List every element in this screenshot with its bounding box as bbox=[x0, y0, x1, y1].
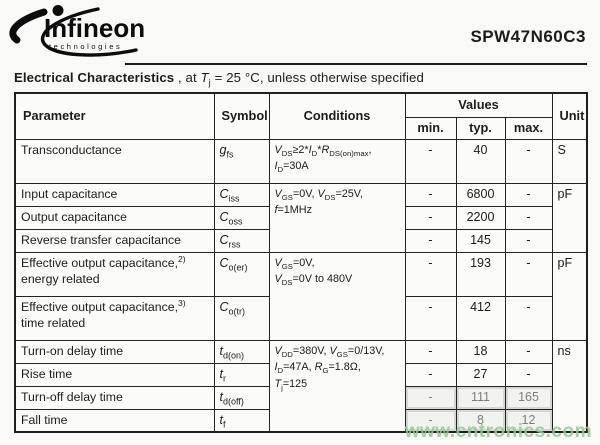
electrical-characteristics-table: Parameter Symbol Conditions Values Unit … bbox=[14, 92, 588, 433]
parameter-cell: Turn-on delay time bbox=[14, 339, 215, 364]
col-header-parameter: Parameter bbox=[14, 92, 215, 140]
typ-value-cell: 111 bbox=[455, 385, 506, 410]
typ-value-cell: 193 bbox=[455, 251, 506, 297]
symbol-cell: gfs bbox=[213, 138, 270, 184]
typ-value-cell: 6800 bbox=[455, 182, 506, 207]
parameter-cell: Fall time bbox=[14, 408, 215, 433]
max-value-cell: - bbox=[504, 295, 553, 341]
typ-value-cell: 8 bbox=[455, 408, 506, 433]
parameter-cell: Effective output capacitance,2) energy re… bbox=[14, 251, 215, 297]
brand-subtitle: technologies bbox=[49, 42, 122, 51]
min-value-cell: - bbox=[404, 251, 457, 297]
conditions-cell: VDD=380V, VGS=0/13V, ID=47A, RG=1.8Ω, Tj=1… bbox=[268, 339, 406, 433]
typ-value-cell: 40 bbox=[455, 138, 506, 184]
section-title: Electrical Characteristics , at Tj = 25 … bbox=[14, 70, 589, 89]
col-header-conditions: Conditions bbox=[268, 92, 406, 140]
symbol-cell: Coss bbox=[213, 205, 270, 230]
parameter-cell: Reverse transfer capacitance bbox=[14, 228, 215, 253]
max-value-cell: - bbox=[504, 138, 553, 184]
min-value-cell: - bbox=[404, 408, 457, 433]
table-row: Turn-on delay time td(on) VDD=380V, VGS=… bbox=[14, 339, 588, 433]
parameter-cell: Transconductance bbox=[14, 138, 215, 184]
max-value-cell: 12 bbox=[504, 408, 553, 433]
symbol-cell: td(off) bbox=[213, 385, 270, 410]
col-header-unit: Unit bbox=[551, 92, 588, 140]
col-header-symbol: Symbol bbox=[213, 92, 270, 140]
col-header-values: Values bbox=[404, 92, 553, 118]
min-value-cell: - bbox=[404, 339, 457, 364]
conditions-cell: VGS=0V, VDS=0V to 480V bbox=[268, 251, 406, 341]
infineon-logo: Infineon technologies bbox=[8, 4, 160, 69]
conditions-cell: VDS≥2*ID*RDS(on)max, ID=30A bbox=[268, 138, 406, 184]
col-header-typ: typ. bbox=[455, 116, 506, 140]
col-header-max: max. bbox=[504, 116, 553, 140]
table-row: Transconductance gfs VDS≥2*ID*RDS(on)max… bbox=[14, 138, 588, 184]
parameter-cell: Input capacitance bbox=[14, 182, 215, 207]
symbol-cell: tf bbox=[213, 408, 270, 433]
typ-value-cell: 27 bbox=[455, 362, 506, 387]
max-value-cell: - bbox=[504, 182, 553, 207]
symbol-cell: tr bbox=[213, 362, 270, 387]
max-value-cell: - bbox=[504, 205, 553, 230]
table-row: Turn-off delay time td(off) - 111 165 bbox=[14, 385, 587, 410]
table-row: Output capacitance Coss - 2200 - bbox=[14, 205, 587, 230]
min-value-cell: - bbox=[404, 182, 457, 207]
table-row: Reverse transfer capacitance Crss - 145 … bbox=[14, 228, 587, 253]
table-row: Effective output capacitance,3) time rela… bbox=[14, 295, 587, 341]
typ-value-cell: 18 bbox=[455, 339, 506, 364]
table-row: Effective output capacitance,2) energy re… bbox=[14, 251, 588, 341]
parameter-cell: Output capacitance bbox=[14, 205, 215, 230]
typ-value-cell: 412 bbox=[455, 295, 506, 341]
parameter-cell: Rise time bbox=[14, 362, 215, 387]
typ-value-cell: 145 bbox=[455, 228, 506, 253]
symbol-cell: Co(tr) bbox=[213, 295, 270, 341]
logo-dot-icon bbox=[52, 5, 64, 16]
max-value-cell: - bbox=[504, 251, 553, 297]
min-value-cell: - bbox=[404, 385, 457, 410]
max-value-cell: - bbox=[504, 362, 553, 387]
table-row: Input capacitance Ciss VGS=0V, VDS=25V, f… bbox=[14, 182, 588, 253]
symbol-cell: Ciss bbox=[213, 182, 270, 207]
col-header-min: min. bbox=[404, 116, 457, 140]
typ-value-cell: 2200 bbox=[455, 205, 506, 230]
section-title-bold: Electrical Characteristics bbox=[14, 70, 175, 85]
max-value-cell: - bbox=[504, 228, 553, 253]
table-row: Fall time tf - 8 12 bbox=[14, 408, 587, 433]
watermark: www.cntronics.com bbox=[404, 421, 592, 442]
min-value-cell: - bbox=[404, 138, 457, 184]
min-value-cell: - bbox=[404, 362, 457, 387]
unit-cell: ns bbox=[551, 339, 588, 433]
min-value-cell: - bbox=[404, 295, 457, 341]
parameter-cell: Turn-off delay time bbox=[14, 385, 215, 410]
symbol-cell: td(on) bbox=[213, 339, 270, 364]
max-value-cell: - bbox=[504, 339, 553, 364]
max-value-cell: 165 bbox=[504, 385, 553, 410]
min-value-cell: - bbox=[404, 205, 457, 230]
header-row-2: min. typ. max. bbox=[15, 116, 587, 140]
parameter-cell: Effective output capacitance,3) time rela… bbox=[14, 295, 215, 341]
min-value-cell: - bbox=[404, 228, 457, 253]
symbol-cell: Co(er) bbox=[213, 251, 270, 297]
conditions-cell: VGS=0V, VDS=25V, f=1MHz bbox=[268, 182, 406, 253]
header-row-1: Parameter Symbol Conditions Values Unit bbox=[14, 92, 588, 140]
logo-swoosh-icon: Infineon technologies bbox=[9, 5, 145, 57]
unit-cell: S bbox=[551, 138, 588, 184]
symbol-cell: Crss bbox=[213, 228, 270, 253]
header-rule bbox=[125, 63, 587, 65]
unit-cell: pF bbox=[551, 182, 588, 253]
part-number: SPW47N60C3 bbox=[470, 27, 586, 46]
brand-name: Infineon bbox=[44, 13, 145, 43]
unit-cell: pF bbox=[551, 251, 588, 341]
section-title-rest: , at Tj = 25 °C, unless otherwise specif… bbox=[174, 70, 424, 89]
